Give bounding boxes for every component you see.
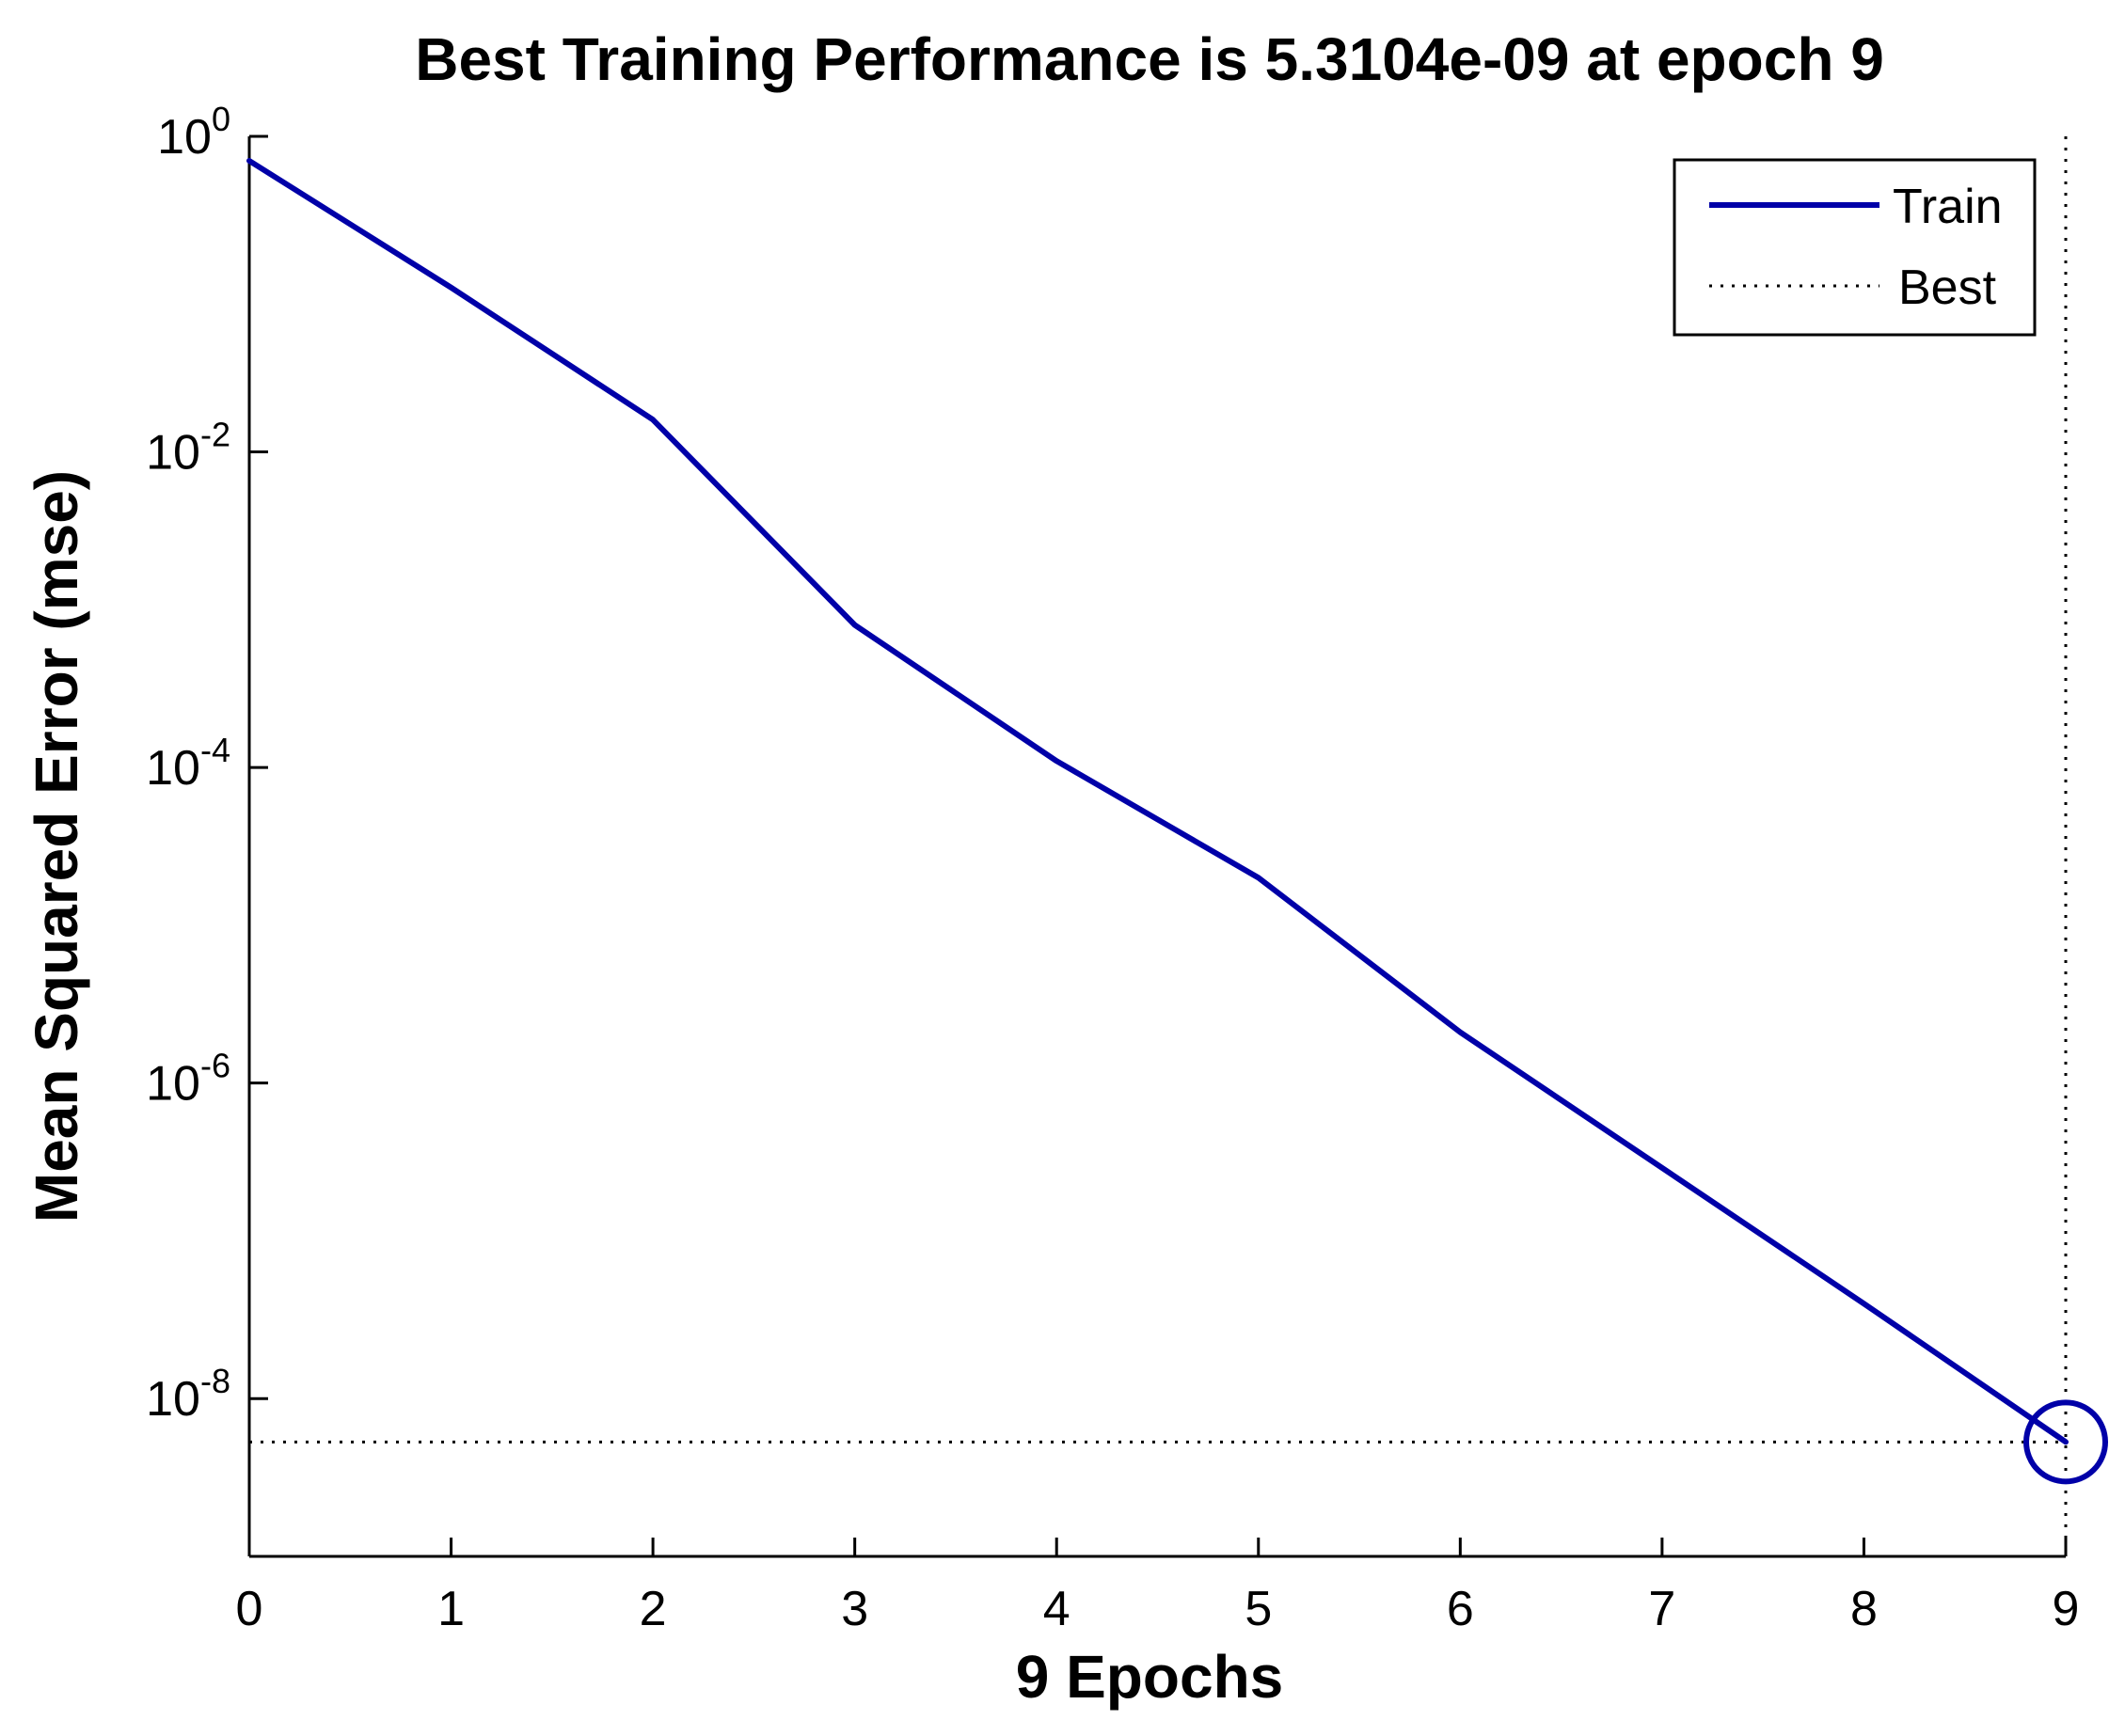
- y-tick-label: 10-8: [146, 1362, 230, 1427]
- x-tick-label: 1: [437, 1582, 465, 1636]
- legend-best-label: Best: [1898, 260, 1997, 315]
- chart-title: Best Training Performance is 5.3104e-09 …: [415, 25, 1884, 93]
- x-axis-label: 9 Epochs: [1016, 1643, 1284, 1711]
- axes: 0 1 2 3 4 5 6 7 8 9 100 10-2 10-4 10-6 10-8: [146, 100, 2079, 1636]
- series-layer: [246, 158, 2069, 1445]
- y-tick-label: 100: [157, 100, 230, 165]
- x-tick-label: 6: [1447, 1582, 1474, 1636]
- y-tick-label: 10-2: [146, 416, 230, 481]
- x-tick-label: 3: [841, 1582, 868, 1636]
- legend-box: [1673, 158, 2037, 337]
- x-tick-label: 7: [1648, 1582, 1675, 1636]
- best-point-marker: [2023, 1399, 2108, 1485]
- series-line-train: [246, 158, 2069, 1445]
- legend: Train Best: [1673, 158, 2037, 337]
- legend-train-label: Train: [1893, 180, 2003, 234]
- x-tick-label: 2: [640, 1582, 667, 1636]
- y-tick-label: 10-6: [146, 1047, 230, 1112]
- x-tick-label: 9: [2053, 1582, 2080, 1636]
- x-tick-label: 0: [236, 1582, 263, 1636]
- best-markers: [249, 136, 2108, 1556]
- x-tick-label: 5: [1245, 1582, 1272, 1636]
- x-tick-label: 4: [1043, 1582, 1070, 1636]
- y-axis-label: Mean Squared Error (mse): [23, 470, 90, 1223]
- x-tick-label: 8: [1850, 1582, 1878, 1636]
- y-tick-label: 10-4: [146, 731, 230, 796]
